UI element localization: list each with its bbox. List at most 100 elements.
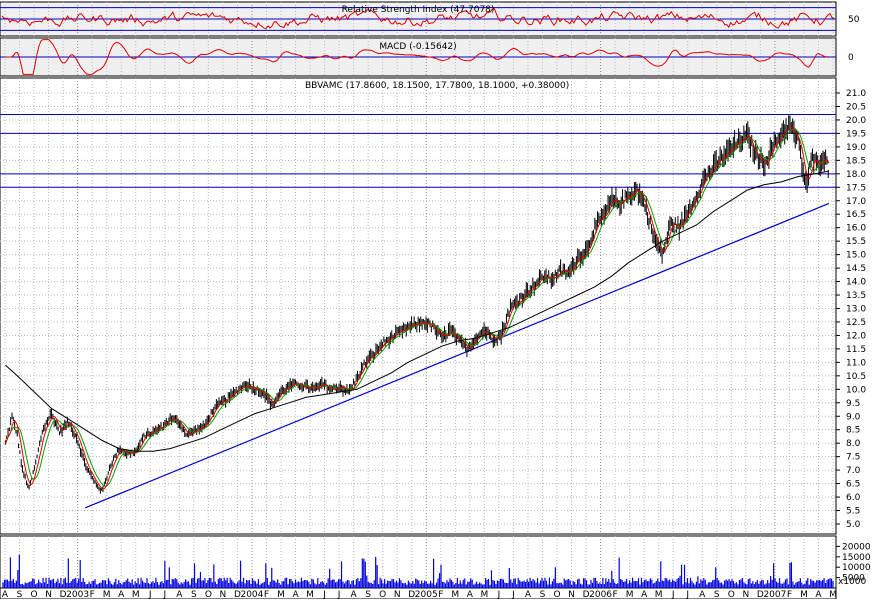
- date-tick-label: A: [467, 590, 474, 599]
- date-tick-label: A: [292, 590, 299, 599]
- price-tick-label: 13.0: [846, 305, 866, 315]
- macd-tick-label: 0: [848, 53, 854, 63]
- price-tick-label: 18.0: [846, 170, 866, 180]
- date-tick-label: 2006: [589, 590, 612, 599]
- price-tick-label: 20.0: [846, 116, 866, 126]
- date-tick-label: M: [132, 590, 140, 599]
- date-tick-label: S: [540, 590, 546, 599]
- date-tick-label: O: [553, 590, 560, 599]
- price-tick-label: 14.5: [846, 264, 866, 274]
- price-tick-label: 20.5: [846, 102, 866, 112]
- macd-title: MACD (-0.15642): [379, 42, 456, 52]
- date-tick-label: J: [685, 590, 689, 599]
- date-tick-label: A: [351, 590, 358, 599]
- volume-tick-label: 20000: [842, 542, 871, 552]
- date-tick-label: J: [671, 590, 675, 599]
- price-tick-label: 7.0: [846, 466, 861, 476]
- date-tick-label: O: [728, 590, 735, 599]
- price-tick-label: 9.0: [846, 412, 861, 422]
- moving-average-short-green: [5, 128, 829, 487]
- date-tick-label: J: [511, 590, 515, 599]
- price-tick-label: 7.5: [846, 453, 860, 463]
- rsi-title: Relative Strength Index (47.7078): [342, 5, 495, 15]
- date-tick-label: N: [220, 590, 227, 599]
- reference-lines: [0, 7, 836, 509]
- price-tick-label: 5.0: [846, 520, 861, 530]
- date-tick-label: D: [408, 590, 415, 599]
- price-tick-label: 18.5: [846, 156, 866, 166]
- date-tick-label: A: [525, 590, 532, 599]
- price-tick-label: 17.0: [846, 197, 866, 207]
- price-tick-label: 11.0: [846, 358, 866, 368]
- date-tick-label: F: [787, 590, 792, 599]
- date-tick-label: J: [148, 590, 152, 599]
- date-tick-label: S: [365, 590, 371, 599]
- date-tick-label: A: [118, 590, 125, 599]
- date-tick-label: 2007: [763, 590, 786, 599]
- moving-average-short-red: [5, 126, 830, 490]
- volume-tick-label: 15000: [842, 553, 871, 563]
- price-tick-label: 16.0: [846, 224, 866, 234]
- volume-panel: [0, 535, 837, 589]
- price-tick-label: 19.5: [846, 129, 866, 139]
- volume-tick-label: 10000: [842, 563, 871, 573]
- date-tick-label: F: [90, 590, 95, 599]
- date-tick-label: A: [2, 590, 9, 599]
- date-tick-label: F: [264, 590, 269, 599]
- rsi-tick-label: 50: [848, 15, 860, 25]
- date-tick-label: S: [17, 590, 23, 599]
- date-tick-label: M: [626, 590, 634, 599]
- moving-average-long: [5, 170, 829, 452]
- date-tick-label: N: [568, 590, 575, 599]
- price-tick-label: 12.0: [846, 331, 866, 341]
- date-tick-label: D: [234, 590, 241, 599]
- price-tick-label: 5.5: [846, 507, 860, 517]
- date-tick-label: M: [480, 590, 488, 599]
- date-tick-label: 2005: [415, 590, 438, 599]
- price-tick-label: 6.0: [846, 493, 861, 503]
- volume-tick-label: 5000: [842, 574, 865, 584]
- date-tick-label: A: [176, 590, 183, 599]
- price-tick-label: 13.5: [846, 291, 866, 301]
- date-tick-label: A: [699, 590, 706, 599]
- price-panel: [0, 77, 837, 535]
- date-tick-label: O: [205, 590, 212, 599]
- price-tick-label: 19.0: [846, 143, 866, 153]
- date-tick-label: M: [306, 590, 314, 599]
- trendline: [84, 202, 830, 509]
- date-tick-label: D: [583, 590, 590, 599]
- price-tick-label: 6.5: [846, 480, 860, 490]
- date-tick-label: M: [655, 590, 663, 599]
- date-tick-label: J: [322, 590, 326, 599]
- price-tick-label: 9.5: [846, 399, 860, 409]
- date-tick-label: 2004: [240, 590, 263, 599]
- price-tick-label: 8.5: [846, 426, 860, 436]
- date-tick-label: A: [815, 590, 822, 599]
- date-tick-label: D: [757, 590, 764, 599]
- series-layer: [1, 8, 835, 494]
- price-tick-label: 8.0: [846, 439, 861, 449]
- date-tick-label: J: [162, 590, 166, 599]
- date-tick-label: N: [394, 590, 401, 599]
- date-tick-label: M: [800, 590, 808, 599]
- price-tick-label: 16.5: [846, 210, 866, 220]
- date-tick-label: A: [641, 590, 648, 599]
- rsi-line: [1, 8, 835, 30]
- date-tick-label: D: [60, 590, 67, 599]
- date-tick-label: M: [829, 590, 837, 599]
- date-tick-label: M: [103, 590, 111, 599]
- date-tick-label: F: [438, 590, 443, 599]
- price-tick-label: 12.5: [846, 318, 866, 328]
- date-tick-label: O: [379, 590, 386, 599]
- price-tick-label: 15.5: [846, 237, 866, 247]
- axis-labels: A S O N D 2003 F M A M J J A S O N D 2004 F M A M J J A S O N D 2005 F…: [2, 15, 871, 600]
- volume-bars: [2, 554, 834, 588]
- volume-scale-label: x1000: [838, 577, 867, 587]
- price-title: BBVAMC (17.8600, 18.1500, 17.7800, 18.10…: [305, 81, 569, 91]
- date-tick-label: N: [742, 590, 749, 599]
- date-tick-label: N: [45, 590, 52, 599]
- date-tick-label: 2003: [66, 590, 89, 599]
- price-tick-label: 11.5: [846, 345, 866, 355]
